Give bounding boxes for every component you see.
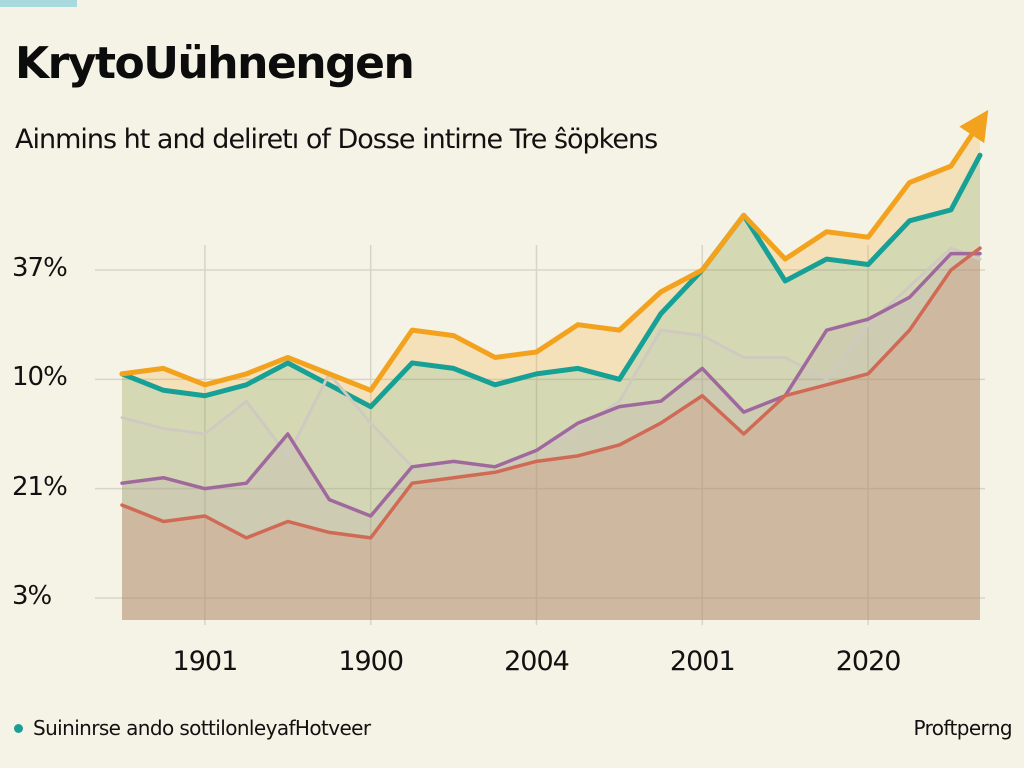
legend: Suininrse ando sottilonleyafHotveer [14,716,371,740]
line-teal [119,152,983,410]
source-label: Proftperng [913,716,1012,740]
x-tick-label: 2004 [504,646,570,677]
grid-lines [95,245,985,625]
series-lines [119,109,989,540]
area-red [122,248,980,620]
chart-subtitle: Ainmins ht and deliretı of Dosse intirne… [15,124,658,155]
area-purple [122,253,980,620]
line-gray [120,246,982,474]
y-tick-label: 10% [12,362,68,393]
line-orange [119,109,989,393]
line-red [120,246,982,540]
y-tick-label: 21% [12,471,68,502]
x-tick-label: 1900 [338,646,404,677]
x-tick-label: 2020 [835,646,902,677]
x-tick-label: 2001 [669,646,736,677]
y-tick-label: 37% [12,253,68,283]
area-gray [122,248,980,620]
corner-accent-tab [0,0,77,7]
line-purple [120,251,982,518]
x-tick-label: 1901 [172,646,239,677]
legend-dot-icon [14,723,23,733]
chart-title: KrytoUühnengen [15,38,415,89]
legend-label: Suininrse ando sottilonleyafHotveer [33,716,371,740]
y-tick-label: 3% [12,581,52,611]
